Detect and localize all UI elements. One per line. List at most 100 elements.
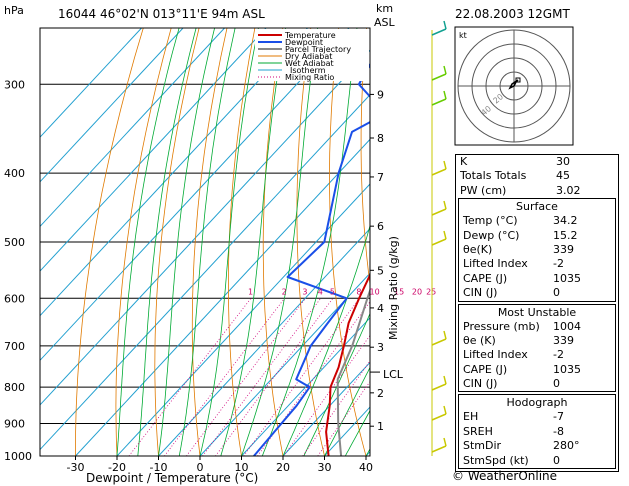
totals-totals-label: Totals Totals xyxy=(460,169,527,183)
pressure-tick-label: 600 xyxy=(4,292,25,305)
surface-dewp-value: 15.2 xyxy=(553,228,578,242)
km-tick-label: 2 xyxy=(377,387,384,400)
isotherm-line xyxy=(241,317,370,456)
pressure-tick-label: 800 xyxy=(4,381,25,394)
isotherm-line xyxy=(40,49,370,406)
dry-adiabat xyxy=(75,28,144,456)
dry-adiabat xyxy=(296,28,325,456)
pressure-tick-label: 300 xyxy=(4,78,25,91)
sreh-label: SREH xyxy=(463,424,493,438)
mu-cape-value: 1035 xyxy=(553,362,581,376)
k-index-value: 30 xyxy=(556,155,570,168)
pressure-tick-label: 1000 xyxy=(4,450,32,463)
mu-theta-label: θe (K) xyxy=(463,333,496,347)
wind-barb xyxy=(431,238,447,246)
mixing-ratio-line xyxy=(283,334,370,456)
x-tick-label: -10 xyxy=(150,461,168,474)
surface-temp-value: 34.2 xyxy=(553,214,578,228)
sreh-value: -8 xyxy=(553,424,564,438)
wind-barb-flag xyxy=(443,437,447,447)
wind-barb xyxy=(431,338,447,346)
wind-barb xyxy=(431,73,447,81)
legend: Temperature Dewpoint Parcel Trajectory D… xyxy=(255,29,369,82)
wet-adiabat xyxy=(116,28,180,456)
x-tick-label: -30 xyxy=(67,461,85,474)
k-index-label: K xyxy=(460,155,468,168)
eh-value: -7 xyxy=(553,410,564,424)
legend-temperature: Temperature xyxy=(284,31,336,40)
km-tick-label: 5 xyxy=(377,264,384,277)
x-tick-label: 40 xyxy=(359,461,373,474)
mu-cin-value: 0 xyxy=(553,377,560,391)
mixing-ratio-label: 5 xyxy=(330,287,335,296)
temperature-line xyxy=(325,272,370,456)
wind-barb-flag xyxy=(443,160,447,170)
surface-cin-value: 0 xyxy=(553,286,560,300)
dry-adiabat xyxy=(115,28,172,456)
wind-barb-flag xyxy=(443,65,447,75)
wet-adiabat xyxy=(303,312,370,456)
station-header: 16044 46°02'N 013°11'E 94m ASL xyxy=(58,7,265,21)
mixing-ratio-label: 8 xyxy=(356,287,361,296)
most-unstable-title: Most Unstable xyxy=(497,305,577,319)
isotherm-line xyxy=(75,138,370,456)
hodograph-params-box: Hodograph EH -7 SREH -8 StmDir 280° StmSpd … xyxy=(458,394,616,470)
isotherm-line xyxy=(199,272,370,456)
mu-cape-label: CAPE (J) xyxy=(463,362,508,376)
mixing-ratio-line xyxy=(202,298,322,456)
pressure-tick-label: 900 xyxy=(4,418,25,431)
surface-li-value: -2 xyxy=(553,257,564,271)
wet-adiabat xyxy=(220,28,286,456)
wet-adiabat xyxy=(241,28,319,456)
km-label: km xyxy=(376,2,393,15)
isotherm-line xyxy=(40,28,225,228)
dewpoint-line xyxy=(253,62,370,456)
wind-barb-flag xyxy=(443,20,447,30)
asl-label: ASL xyxy=(374,16,396,29)
hodograph: kt 20 40 xyxy=(454,26,574,146)
x-tick-label: 10 xyxy=(235,461,249,474)
mixing-ratio-line xyxy=(317,380,370,456)
isotherm-line xyxy=(40,93,370,451)
surface-theta-value: 339 xyxy=(553,242,574,256)
hodograph-unit: kt xyxy=(459,31,467,40)
wet-adiabat xyxy=(158,28,215,456)
surface-cape-value: 1035 xyxy=(553,271,581,285)
mu-pressure-label: Pressure (mb) xyxy=(463,319,540,333)
parcel-trajectory-line xyxy=(336,287,370,456)
wet-adiabat xyxy=(282,224,370,456)
dry-adiabat xyxy=(227,28,256,456)
km-tick-label: 9 xyxy=(377,88,384,101)
mixing-ratio-line xyxy=(186,298,306,456)
mixing-ratio-line xyxy=(215,298,334,456)
wind-barb-flag xyxy=(443,405,447,415)
legend-dewpoint: Dewpoint xyxy=(285,38,323,47)
legend-mixing-ratio: Mixing Ratio xyxy=(285,73,334,82)
lcl-label: LCL xyxy=(383,368,404,381)
surface-li-label: Lifted Index xyxy=(463,257,528,271)
eh-label: EH xyxy=(463,410,479,424)
wet-adiabat xyxy=(344,409,370,456)
surface-dewp-label: Dewp (°C) xyxy=(463,228,520,242)
dry-adiabat xyxy=(154,28,200,456)
mixing-ratio-label: 10 xyxy=(370,287,380,296)
wind-barb xyxy=(431,413,447,421)
isotherm-line xyxy=(40,28,308,317)
isotherm-line xyxy=(40,28,350,362)
isotherm-line xyxy=(158,227,370,456)
mu-li-value: -2 xyxy=(553,348,564,362)
plot-frame xyxy=(39,27,371,457)
x-tick-label: 20 xyxy=(276,461,290,474)
surface-cape-label: CAPE (J) xyxy=(463,271,508,285)
mixing-ratio-label: 4 xyxy=(318,287,323,296)
storm-motion-marker xyxy=(515,77,521,83)
x-tick-label: -20 xyxy=(108,461,126,474)
wind-barb xyxy=(431,445,447,453)
wind-barb-flag xyxy=(443,375,447,385)
km-tick-label: 7 xyxy=(377,171,384,184)
legend-wet-adiabat: Wet Adiabat xyxy=(285,59,334,68)
isotherm-line xyxy=(116,183,370,456)
dry-adiabat xyxy=(618,28,629,456)
stmspd-value: 0 xyxy=(553,453,560,467)
wind-barb-flag xyxy=(443,90,447,100)
